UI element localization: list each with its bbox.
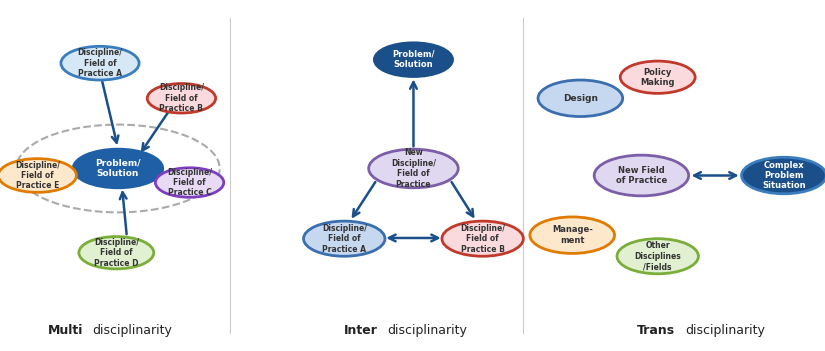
Circle shape xyxy=(620,61,695,93)
Circle shape xyxy=(304,221,385,256)
Circle shape xyxy=(594,155,689,196)
Circle shape xyxy=(73,149,163,188)
Text: Multi: Multi xyxy=(48,324,83,337)
Circle shape xyxy=(375,43,453,77)
Circle shape xyxy=(155,168,224,197)
Text: New
Discipline/
Field of
Practice: New Discipline/ Field of Practice xyxy=(391,148,436,188)
Text: New Field
of Practice: New Field of Practice xyxy=(615,166,667,185)
Circle shape xyxy=(79,237,153,269)
Text: Discipline/
Field of
Practice A: Discipline/ Field of Practice A xyxy=(78,48,123,78)
Text: disciplinarity: disciplinarity xyxy=(92,324,172,337)
Text: Inter: Inter xyxy=(344,324,378,337)
Circle shape xyxy=(442,221,523,256)
Text: Policy
Making: Policy Making xyxy=(640,67,675,87)
Text: Other
Disciplines
/Fields: Other Disciplines /Fields xyxy=(634,241,681,271)
Circle shape xyxy=(61,46,139,80)
Circle shape xyxy=(0,159,77,192)
Text: Discipline/
Field of
Practice C: Discipline/ Field of Practice C xyxy=(167,168,212,197)
Text: Discipline/
Field of
Practice A: Discipline/ Field of Practice A xyxy=(322,224,367,253)
Circle shape xyxy=(369,149,458,188)
Circle shape xyxy=(538,80,623,117)
Text: Discipline/
Field of
Practice B: Discipline/ Field of Practice B xyxy=(460,224,505,253)
Circle shape xyxy=(617,239,699,274)
Text: Discipline/
Field of
Practice B: Discipline/ Field of Practice B xyxy=(159,84,204,113)
Circle shape xyxy=(530,217,615,253)
Circle shape xyxy=(742,157,825,194)
Text: Problem/
Solution: Problem/ Solution xyxy=(392,50,435,69)
Text: Manage-
ment: Manage- ment xyxy=(552,225,592,245)
Text: Complex
Problem
Situation: Complex Problem Situation xyxy=(762,161,806,190)
Circle shape xyxy=(147,84,215,113)
Text: Design: Design xyxy=(563,94,598,103)
Text: Discipline/
Field of
Practice E: Discipline/ Field of Practice E xyxy=(15,161,60,190)
Text: disciplinarity: disciplinarity xyxy=(387,324,467,337)
Text: disciplinarity: disciplinarity xyxy=(686,324,766,337)
Text: Discipline/
Field of
Practice D: Discipline/ Field of Practice D xyxy=(94,238,139,267)
Text: Problem/
Solution: Problem/ Solution xyxy=(95,159,141,178)
Text: Trans: Trans xyxy=(637,324,675,337)
